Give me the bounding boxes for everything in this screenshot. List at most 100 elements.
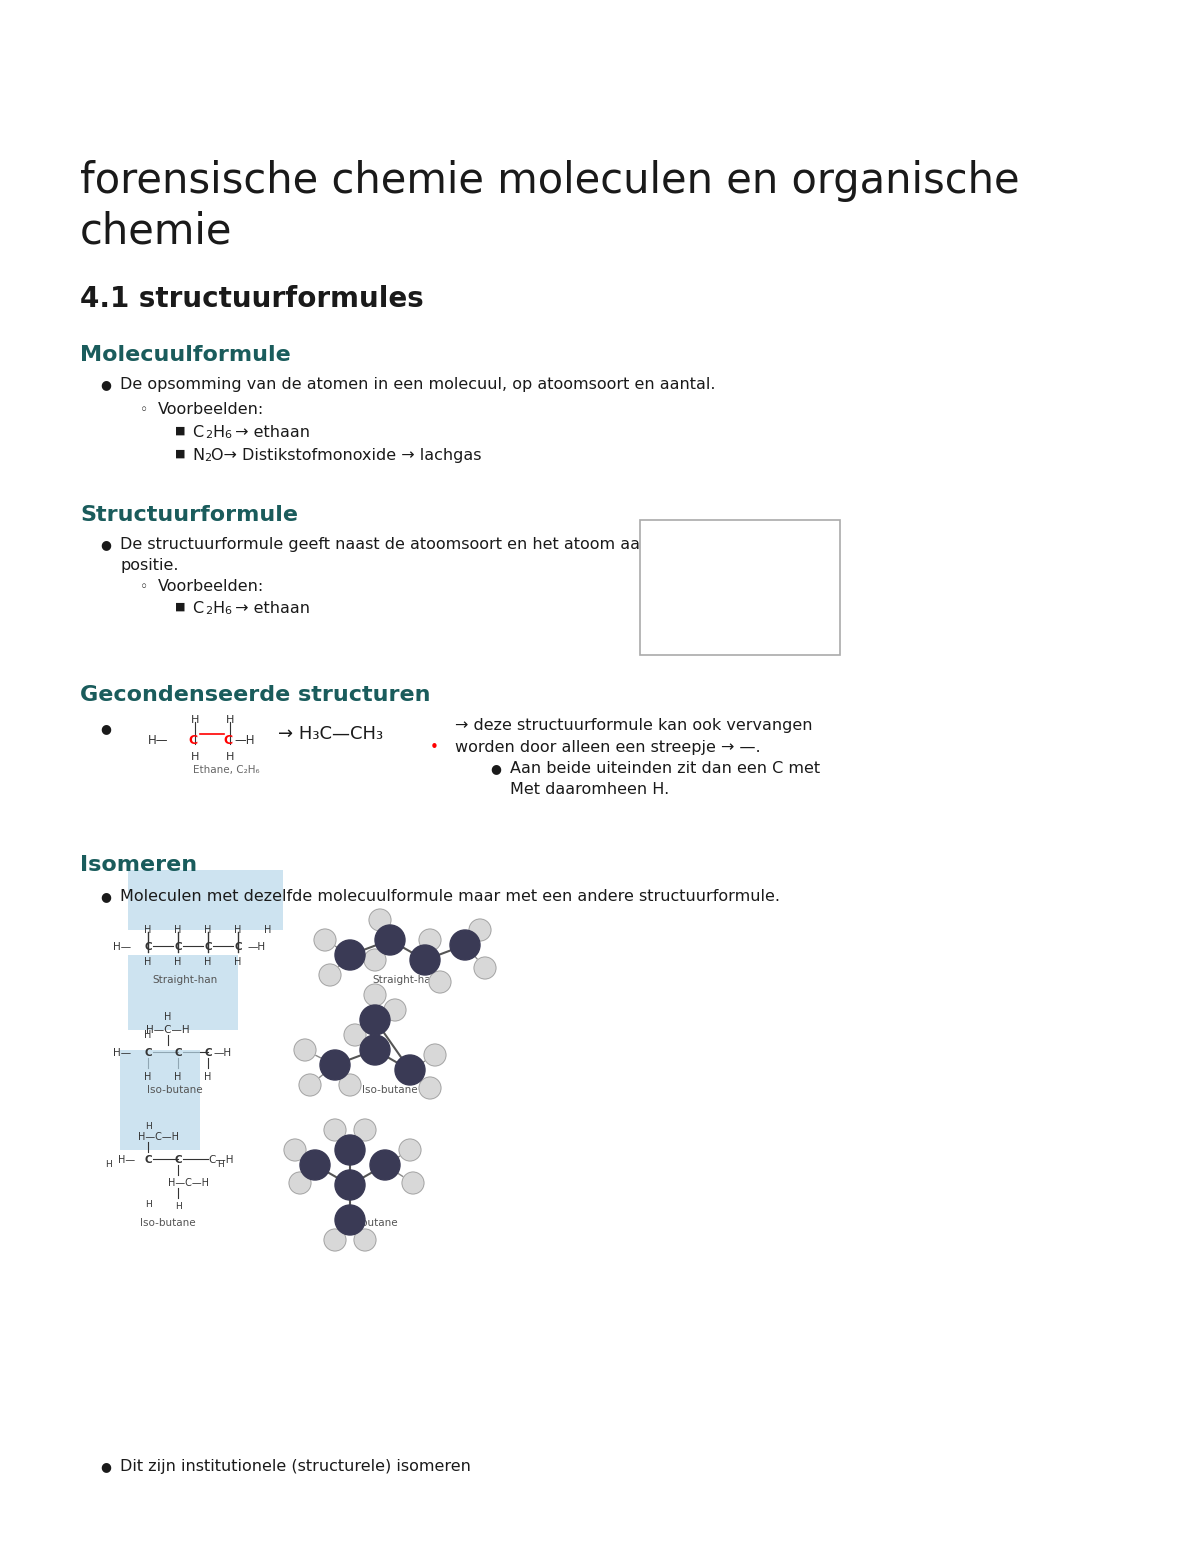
Text: → H₃C—CH₃: → H₃C—CH₃: [278, 725, 383, 742]
Text: C: C: [144, 943, 152, 952]
Text: H: H: [707, 548, 716, 561]
Text: forensische chemie moleculen en organische: forensische chemie moleculen en organisc…: [80, 160, 1020, 202]
Circle shape: [344, 1023, 366, 1047]
Text: → ethaan: → ethaan: [230, 601, 310, 617]
Text: —H: —H: [234, 735, 254, 747]
Circle shape: [314, 929, 336, 950]
Text: C—H: C—H: [208, 1155, 234, 1165]
Text: ●: ●: [490, 763, 500, 775]
Bar: [120, 1050, 200, 1151]
Circle shape: [398, 1138, 421, 1162]
Text: H: H: [164, 1013, 172, 1022]
Text: C: C: [234, 943, 242, 952]
Circle shape: [360, 1005, 390, 1034]
Circle shape: [335, 1205, 365, 1235]
Text: De structuurformule geeft naast de atoomsoort en het atoom aantal, geeft deze oo: De structuurformule geeft naast de atoom…: [120, 537, 826, 551]
Circle shape: [384, 999, 406, 1020]
Text: H—C—H: H—C—H: [138, 1132, 179, 1141]
Text: H: H: [757, 596, 767, 609]
Text: ■: ■: [175, 603, 186, 612]
Circle shape: [430, 971, 451, 992]
Bar: [640, 520, 840, 655]
Text: Gecondenseerde structuren: Gecondenseerde structuren: [80, 685, 431, 705]
Circle shape: [370, 909, 391, 930]
Text: —H: —H: [767, 572, 788, 585]
Text: H: H: [204, 926, 211, 935]
Text: C: C: [144, 1155, 152, 1165]
Text: Ethane, C₂H₆: Ethane, C₂H₆: [193, 766, 259, 775]
Text: ◦: ◦: [140, 402, 148, 418]
Text: Structuurformule: Structuurformule: [80, 505, 298, 525]
Circle shape: [450, 930, 480, 960]
Text: H—: H—: [667, 572, 689, 585]
Text: ●: ●: [100, 377, 110, 391]
Text: Straight-han: Straight-han: [152, 975, 217, 985]
Text: Iso-butane: Iso-butane: [148, 1086, 203, 1095]
Circle shape: [410, 944, 440, 975]
Text: C: C: [701, 572, 709, 585]
Text: ●: ●: [100, 537, 110, 551]
Text: H: H: [175, 1202, 181, 1211]
Text: —: —: [719, 572, 731, 585]
Text: H: H: [145, 1121, 151, 1131]
Text: worden door alleen een streepje → —.: worden door alleen een streepje → —.: [455, 739, 761, 755]
Text: C: C: [174, 943, 182, 952]
Text: H: H: [174, 926, 181, 935]
Text: H: H: [234, 957, 241, 968]
Text: C: C: [192, 426, 203, 439]
Circle shape: [300, 1151, 330, 1180]
Text: —H: —H: [248, 943, 266, 952]
Text: Iso-butane: Iso-butane: [342, 1218, 398, 1228]
Text: ●: ●: [100, 890, 110, 902]
Text: —H: —H: [214, 1048, 232, 1058]
Text: Voorbeelden:: Voorbeelden:: [158, 579, 264, 593]
Text: H: H: [144, 1072, 151, 1082]
Text: C: C: [745, 572, 755, 585]
Circle shape: [419, 929, 442, 950]
Text: H: H: [191, 752, 199, 763]
Text: Isomeren: Isomeren: [80, 856, 197, 874]
Text: 2: 2: [205, 606, 212, 617]
Text: H—C—H: H—C—H: [146, 1025, 190, 1034]
Circle shape: [364, 949, 386, 971]
Circle shape: [360, 1034, 390, 1065]
Circle shape: [289, 1173, 311, 1194]
Text: O→ Distikstofmonoxide → lachgas: O→ Distikstofmonoxide → lachgas: [211, 447, 481, 463]
Text: Aan beide uiteinden zit dan een C met: Aan beide uiteinden zit dan een C met: [510, 761, 820, 776]
Bar: [128, 955, 238, 1030]
Circle shape: [324, 1120, 346, 1141]
Text: C: C: [204, 943, 212, 952]
Text: Met daaromheen H.: Met daaromheen H.: [510, 783, 670, 797]
Text: H: H: [217, 1160, 223, 1169]
Circle shape: [374, 926, 406, 955]
Text: H: H: [144, 926, 151, 935]
Text: Dit zijn institutionele (structurele) isomeren: Dit zijn institutionele (structurele) is…: [120, 1458, 470, 1474]
Circle shape: [335, 940, 365, 971]
Text: ●: ●: [100, 722, 110, 735]
Text: 2: 2: [204, 453, 211, 463]
Text: Iso-butane: Iso-butane: [362, 1086, 418, 1095]
Circle shape: [335, 1169, 365, 1200]
Text: H: H: [226, 752, 234, 763]
Text: 2: 2: [205, 430, 212, 439]
Text: De opsomming van de atomen in een molecuul, op atoomsoort en aantal.: De opsomming van de atomen in een molecu…: [120, 377, 715, 391]
Circle shape: [424, 1044, 446, 1065]
Circle shape: [474, 957, 496, 978]
Circle shape: [395, 1054, 425, 1086]
Circle shape: [419, 1076, 442, 1100]
Text: H—: H—: [148, 735, 168, 747]
Text: Iso-butane: Iso-butane: [140, 1218, 196, 1228]
Text: H—: H—: [118, 1155, 136, 1165]
Circle shape: [324, 1228, 346, 1252]
Text: C: C: [174, 1048, 182, 1058]
Circle shape: [294, 1039, 316, 1061]
Text: 4.1 structuurformules: 4.1 structuurformules: [80, 286, 424, 314]
Text: chemie: chemie: [80, 210, 233, 252]
Circle shape: [340, 1075, 361, 1096]
Text: ■: ■: [175, 449, 186, 460]
Text: H—: H—: [113, 943, 131, 952]
Text: C: C: [174, 1155, 182, 1165]
Text: H: H: [234, 926, 241, 935]
Circle shape: [284, 1138, 306, 1162]
Text: C: C: [223, 735, 233, 747]
